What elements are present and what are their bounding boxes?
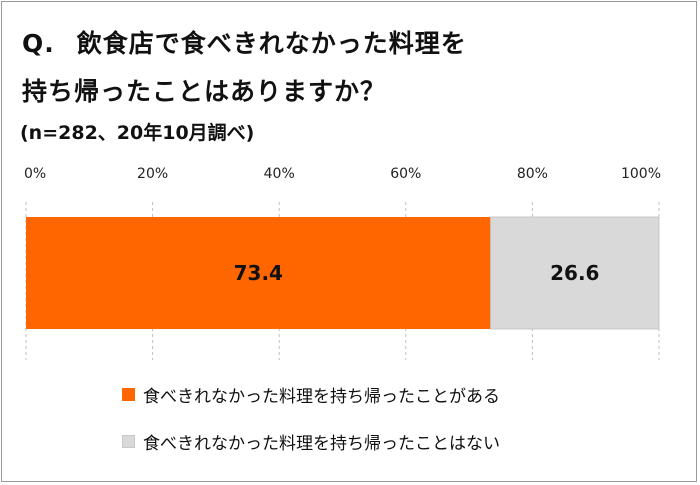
legend-label-never-taken-home: 食べきれなかった料理を持ち帰ったことはない (143, 434, 500, 454)
data-label-1: 26.6 (550, 261, 599, 285)
question-mark-label: Q. (22, 29, 55, 58)
bars (26, 216, 660, 330)
legend-label-has-taken-home: 食べきれなかった料理を持ち帰ったことがある (143, 387, 500, 407)
legend-swatch-gray (122, 435, 135, 448)
x-tick-label-0: 0% (24, 166, 46, 182)
legend-item-has-taken-home: 食べきれなかった料理を持ち帰ったことがある (122, 382, 500, 407)
data-labels: 73.4 26.6 (234, 261, 600, 285)
x-tick-label-5: 100% (621, 166, 661, 182)
bar-segment-1 (490, 216, 660, 330)
legend-swatch-orange (122, 388, 135, 401)
title-text-line-1: 飲食店で食べきれなかった料理を (76, 29, 467, 58)
x-tick-label-1: 20% (137, 166, 168, 182)
legend-item-never-taken-home: 食べきれなかった料理を持ち帰ったことはない (122, 429, 500, 454)
x-tick-label-3: 60% (390, 166, 421, 182)
chart-title-line-1: Q. 飲食店で食べきれなかった料理を (22, 24, 467, 60)
data-label-0: 73.4 (234, 261, 283, 285)
x-tick-label-2: 40% (264, 166, 295, 182)
chart-title-line-2: 持ち帰ったことはありますか？ (22, 77, 387, 106)
chart-subtitle: (n=282、20年10月調べ) (20, 122, 255, 144)
bar-segment-0 (26, 217, 491, 329)
x-tick-label-4: 80% (517, 166, 548, 182)
